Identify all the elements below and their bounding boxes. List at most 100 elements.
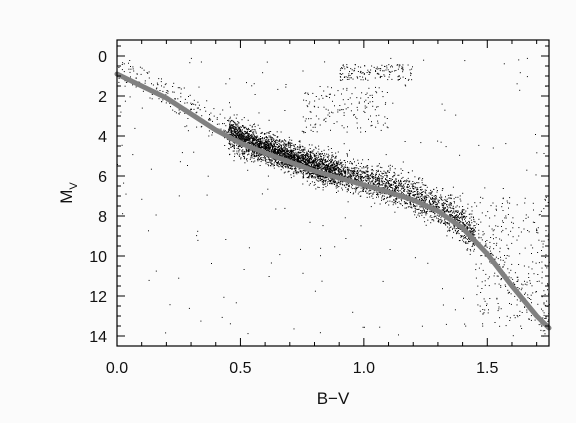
star-point	[238, 144, 240, 146]
star-point	[452, 237, 453, 239]
star-point	[184, 98, 186, 100]
star-point	[260, 161, 262, 163]
star-point	[455, 233, 457, 235]
star-point	[388, 171, 390, 173]
star-point	[406, 190, 408, 192]
star-point	[356, 179, 358, 181]
star-point	[457, 227, 459, 229]
star-point	[231, 127, 233, 129]
star-point	[326, 168, 328, 170]
star-point	[330, 165, 332, 167]
star-point	[280, 154, 282, 156]
star-point	[404, 203, 406, 205]
star-point	[397, 181, 399, 183]
star-point	[189, 94, 191, 96]
star-point	[466, 222, 468, 224]
star-point	[229, 143, 231, 145]
star-point	[130, 68, 132, 70]
star-point	[261, 140, 263, 142]
star-point	[318, 163, 320, 165]
star-point	[279, 143, 281, 145]
star-point	[375, 173, 377, 175]
star-point	[318, 145, 320, 147]
star-point	[395, 190, 396, 192]
star-point	[314, 157, 316, 159]
star-point	[269, 137, 271, 139]
star-point	[391, 165, 393, 167]
star-point	[441, 196, 443, 198]
star-point	[284, 155, 286, 157]
star-point	[229, 126, 231, 128]
star-point	[230, 120, 232, 122]
star-point	[419, 177, 421, 179]
star-point	[291, 155, 293, 157]
star-point	[265, 147, 267, 149]
star-point	[351, 172, 353, 174]
star-point	[285, 140, 287, 142]
star-point	[459, 222, 460, 224]
star-point	[490, 237, 492, 238]
star-point	[387, 170, 388, 172]
star-point	[325, 165, 327, 166]
star-point	[241, 137, 243, 139]
star-point	[418, 178, 420, 180]
star-point	[326, 156, 328, 158]
star-point	[302, 163, 304, 165]
star-point	[253, 153, 255, 155]
star-point	[232, 128, 234, 129]
star-point	[250, 134, 252, 136]
star-point	[306, 180, 308, 182]
star-point	[440, 222, 442, 224]
star-point	[424, 199, 426, 201]
star-point	[389, 195, 391, 197]
star-point	[312, 160, 314, 162]
star-point	[457, 228, 459, 229]
star-point	[463, 213, 465, 214]
star-point	[421, 214, 423, 216]
star-point	[463, 241, 465, 243]
star-point	[390, 187, 392, 188]
star-point	[233, 144, 235, 146]
star-point	[410, 204, 412, 206]
star-point	[247, 150, 249, 152]
star-point	[271, 151, 273, 153]
star-point	[305, 171, 307, 173]
star-point	[498, 263, 500, 265]
star-point	[135, 77, 137, 79]
star-point	[371, 176, 373, 178]
star-point	[287, 157, 289, 159]
star-point	[365, 175, 366, 177]
star-point	[240, 139, 242, 141]
star-point	[310, 161, 312, 163]
star-point	[417, 195, 419, 197]
star-point	[273, 149, 275, 151]
star-point	[331, 157, 333, 159]
star-point	[380, 184, 382, 186]
star-point	[247, 134, 248, 136]
star-point	[454, 215, 456, 217]
star-point	[305, 155, 307, 157]
star-point	[175, 112, 177, 114]
star-point	[505, 257, 507, 259]
star-point	[278, 146, 279, 148]
star-point	[315, 179, 317, 181]
star-point	[305, 173, 307, 175]
star-point	[274, 148, 276, 150]
star-point	[270, 144, 272, 146]
star-point	[348, 189, 349, 191]
star-point	[371, 195, 373, 197]
star-point	[282, 140, 284, 142]
star-point	[280, 151, 282, 153]
star-point	[420, 212, 422, 214]
star-point	[321, 159, 322, 160]
star-point	[485, 244, 487, 246]
star-point	[330, 169, 332, 171]
star-point	[179, 101, 181, 102]
star-point	[291, 145, 293, 146]
star-point	[436, 204, 438, 206]
star-point	[287, 141, 289, 143]
star-point	[301, 130, 303, 132]
star-point	[300, 159, 302, 161]
star-point	[292, 159, 294, 161]
star-point	[436, 207, 437, 209]
